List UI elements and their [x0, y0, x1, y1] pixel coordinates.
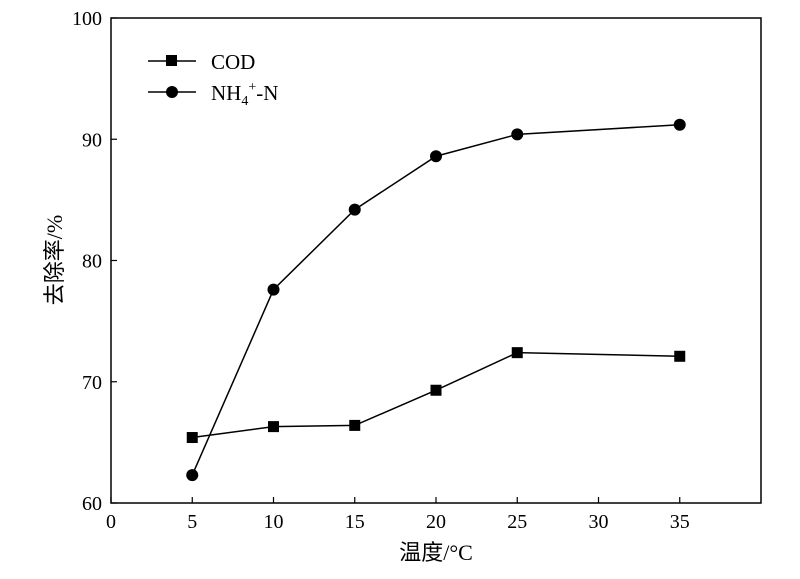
data-point-nh4 [673, 118, 686, 131]
data-point-nh4 [511, 128, 524, 141]
legend-nh4-sup: + [248, 80, 256, 95]
x-axis-ticks: 0 5 10 15 20 25 30 35 [106, 497, 690, 533]
legend-nh4-marker [166, 86, 178, 98]
data-point-nh4 [430, 150, 442, 163]
x-tick-label: 0 [106, 511, 116, 533]
y-axis-title: 去除率/% [42, 215, 67, 305]
y-tick-label: 90 [82, 129, 102, 151]
data-point-nh4 [348, 203, 361, 216]
data-point-nh4 [186, 469, 199, 482]
x-axis-title: 温度/°C [399, 540, 473, 565]
y-tick-label: 70 [82, 372, 102, 394]
data-point-cod [349, 419, 361, 431]
legend-cod-label: COD [211, 50, 255, 74]
legend-cod-marker [166, 55, 177, 66]
x-tick-label: 35 [670, 511, 690, 533]
x-tick-label: 30 [589, 511, 609, 533]
series-layer [186, 118, 686, 482]
y-tick-label: 60 [82, 493, 102, 515]
series-line-nh4 [191, 123, 680, 476]
legend: COD NH4+-N [148, 50, 278, 109]
data-point-cod [674, 350, 686, 362]
data-point-cod [186, 432, 198, 444]
data-point-cod [511, 347, 523, 359]
legend-nh4-sub: 4 [241, 94, 248, 109]
x-tick-label: 20 [426, 511, 446, 533]
series-line-cod [192, 351, 680, 439]
legend-nh4-tail: -N [256, 81, 278, 105]
y-axis-ticks: 60 70 80 90 100 [72, 8, 117, 515]
legend-nh4-label: NH4+-N [211, 80, 278, 109]
x-tick-label: 15 [345, 511, 365, 533]
data-point-nh4 [267, 283, 280, 296]
plot-frame [110, 17, 762, 504]
x-tick-label: 25 [507, 511, 527, 533]
x-tick-label: 10 [264, 511, 284, 533]
y-tick-label: 100 [72, 8, 102, 30]
data-point-cod [430, 384, 442, 396]
data-point-cod [268, 421, 279, 433]
legend-nh4-main: NH [211, 81, 241, 105]
y-tick-label: 80 [82, 251, 102, 273]
x-tick-label: 5 [187, 511, 197, 533]
